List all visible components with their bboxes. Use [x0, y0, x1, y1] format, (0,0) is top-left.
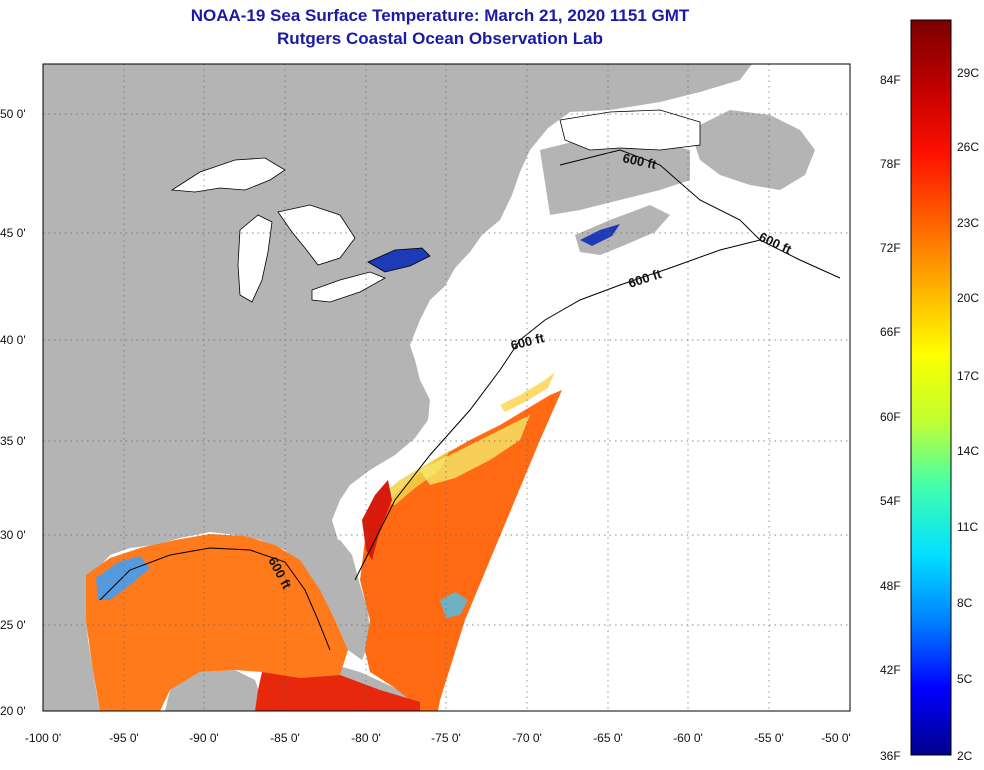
lat-label: 20 0'	[0, 704, 26, 718]
colorbar-c-label: 2C	[957, 749, 973, 763]
colorbar-f-label: 60F	[880, 410, 901, 424]
lon-label: -95 0'	[109, 731, 139, 745]
lake-ontario	[367, 247, 431, 273]
colorbar-c-label: 20C	[957, 291, 979, 305]
lon-label: -90 0'	[189, 731, 219, 745]
colorbar-c-label: 26C	[957, 140, 979, 154]
colorbar-c-label: 14C	[957, 444, 979, 458]
colorbar-f-label: 42F	[880, 663, 901, 677]
sst-cool-patch-offshore	[420, 415, 530, 485]
bay-of-fundy	[580, 224, 620, 246]
map-frame	[42, 63, 851, 712]
map-title: NOAA-19 Sea Surface Temperature: March 2…	[190, 6, 690, 25]
colorbar-f-label: 84F	[880, 73, 901, 87]
lon-label: -100 0'	[25, 731, 61, 745]
land-yucatan	[165, 670, 262, 711]
lake-michigan	[237, 214, 273, 303]
isobath-600ft	[99, 149, 841, 651]
sst-caribbean	[255, 672, 420, 711]
colorbar-f-label: 66F	[880, 325, 901, 339]
sst-scatter-north	[500, 372, 555, 412]
colorbar-c-label: 23C	[957, 216, 979, 230]
lon-label: -50 0'	[821, 731, 851, 745]
longitude-labels: -100 0' -95 0' -90 0' -85 0' -80 0' -75 …	[25, 731, 851, 745]
lon-label: -65 0'	[593, 731, 623, 745]
sst-swath-gulf	[86, 534, 348, 711]
colorbar-c-label: 29C	[957, 66, 979, 80]
land-quebec-shore	[540, 135, 690, 215]
lat-label: 35 0'	[0, 434, 26, 448]
colorbar-fahrenheit-labels: 84F 78F 72F 66F 60F 54F 48F 42F 36F	[880, 73, 901, 763]
colorbar-f-label: 48F	[880, 579, 901, 593]
lon-label: -75 0'	[431, 731, 461, 745]
latitude-labels: 50 0' 45 0' 40 0' 35 0' 30 0' 25 0' 20 0…	[0, 107, 26, 718]
land-newfoundland	[690, 110, 815, 190]
sst-blue-patch-bahamas	[440, 592, 468, 618]
land-north-america	[43, 64, 752, 711]
colorbar-c-label: 17C	[957, 369, 979, 383]
lat-label: 45 0'	[0, 226, 26, 240]
lon-label: -70 0'	[512, 731, 542, 745]
lat-label: 40 0'	[0, 333, 26, 347]
colorbar-f-label: 72F	[880, 241, 901, 255]
lon-label: -55 0'	[754, 731, 784, 745]
lon-label: -60 0'	[673, 731, 703, 745]
sst-blue-patch-gulf	[96, 556, 150, 600]
colorbar	[910, 19, 952, 756]
lake-superior	[170, 157, 286, 193]
land-florida	[305, 540, 370, 660]
lat-label: 30 0'	[0, 528, 26, 542]
colorbar-f-label: 78F	[880, 157, 901, 171]
colorbar-c-label: 8C	[957, 596, 973, 610]
lat-label: 50 0'	[0, 107, 26, 121]
isobath-label: 600 ft	[621, 150, 658, 172]
lon-label: -85 0'	[270, 731, 300, 745]
gulf-st-lawrence	[559, 109, 701, 151]
colorbar-c-label: 11C	[957, 520, 978, 534]
map-subtitle: Rutgers Coastal Ocean Observation Lab	[277, 29, 603, 48]
lake-erie	[311, 271, 386, 303]
land-mexico	[43, 555, 88, 711]
colorbar-celsius-labels: 29C 26C 23C 20C 17C 14C 11C 8C 5C 2C	[957, 66, 979, 763]
lake-huron	[277, 204, 356, 266]
sst-swath-atlantic	[360, 390, 562, 711]
colorbar-c-label: 5C	[957, 672, 973, 686]
lon-label: -80 0'	[351, 731, 381, 745]
sst-warm-gulfstream	[362, 480, 392, 560]
colorbar-f-label: 54F	[880, 494, 901, 508]
colorbar-f-label: 36F	[880, 749, 901, 763]
lat-label: 25 0'	[0, 618, 26, 632]
graticule	[43, 64, 850, 711]
